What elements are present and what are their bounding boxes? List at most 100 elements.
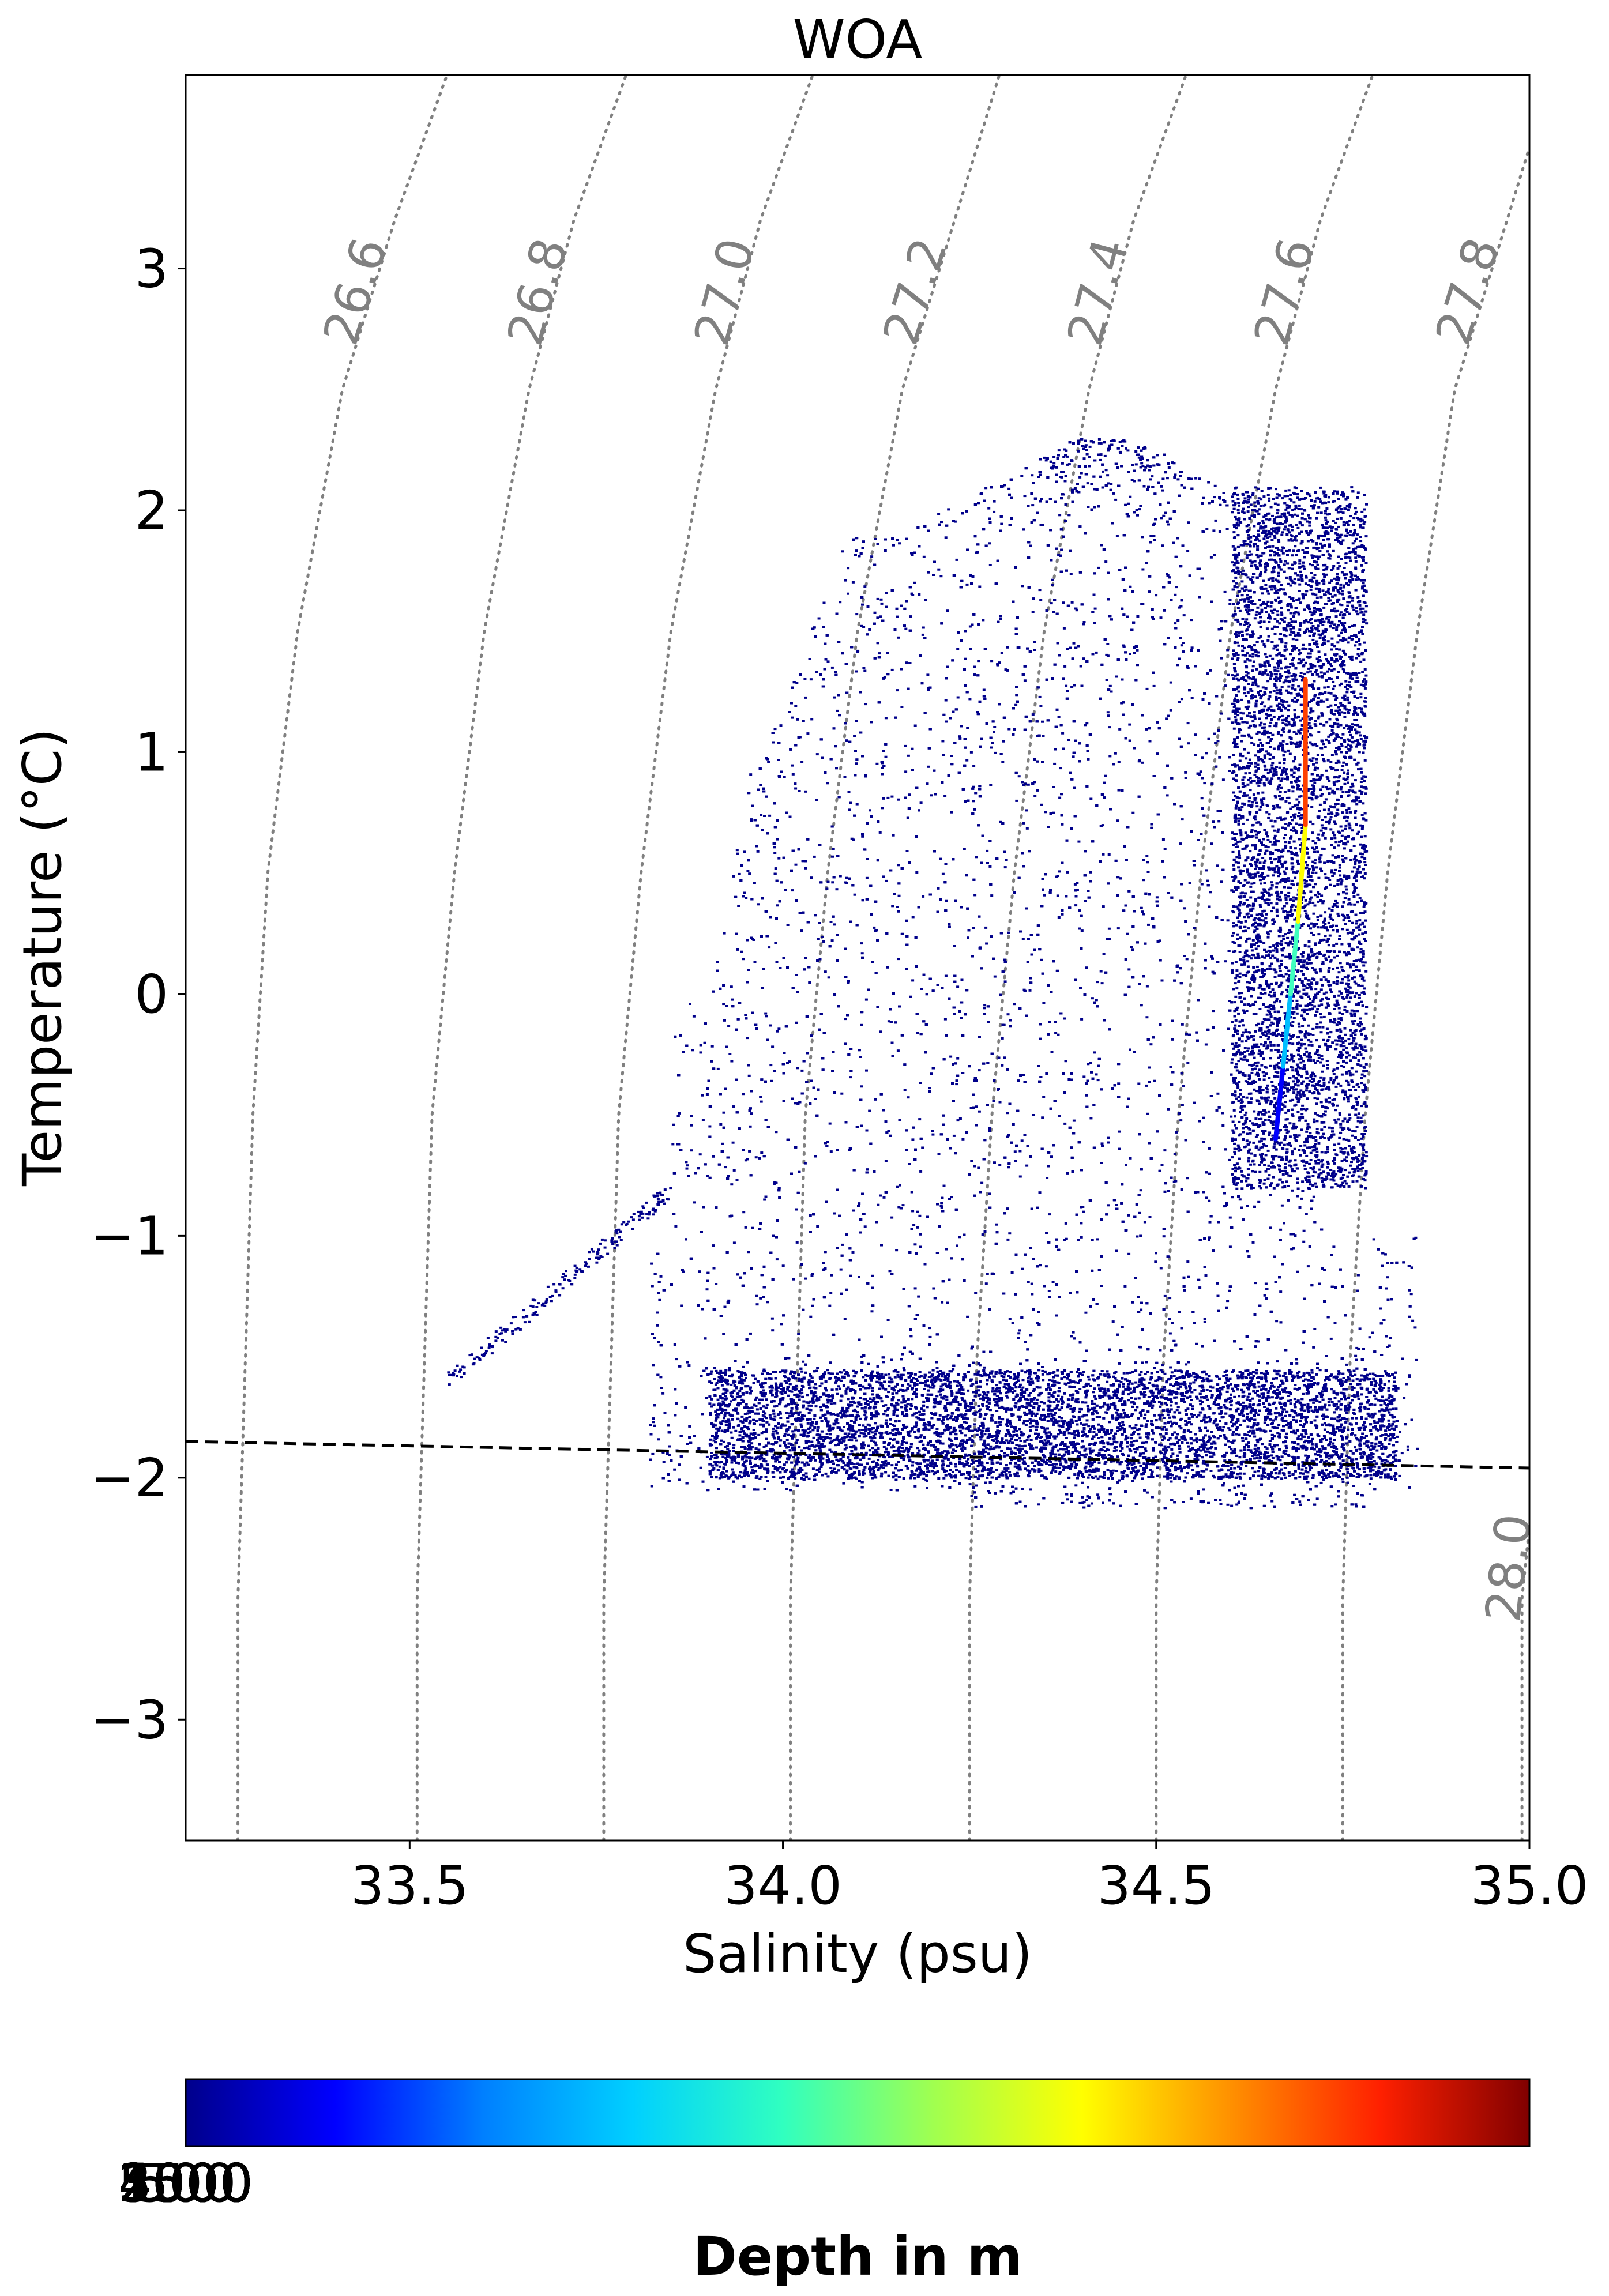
scatter-point [1300,1198,1303,1200]
scatter-point [1214,742,1217,744]
scatter-point [717,1488,720,1490]
scatter-point [1146,1492,1149,1494]
scatter-point [1394,1478,1397,1481]
scatter-point [687,1364,690,1367]
scatter-point [1167,1190,1170,1192]
scatter-point [1131,590,1134,593]
scatter-point [1021,1268,1024,1270]
scatter-point [994,1492,997,1495]
scatter-point [1071,601,1074,604]
scatter-point [825,887,828,890]
scatter-point [847,567,849,569]
scatter-point [693,1015,696,1018]
scatter-point [1166,477,1169,479]
scatter-point [1100,442,1103,445]
scatter-point [1112,1320,1115,1323]
scatter-point [1201,530,1204,533]
scatter-point [924,599,927,601]
scatter-point [794,782,796,785]
scatter-point [875,763,878,765]
scatter-point [874,538,877,540]
scatter-point [1145,1016,1148,1018]
scatter-point [1149,541,1152,544]
scatter-point [687,1175,690,1177]
scatter-point [1058,870,1061,872]
scatter-point [690,1124,693,1127]
scatter-point [1169,1333,1172,1335]
scatter-point [746,1037,749,1039]
scatter-point [824,643,826,645]
scatter-point [1183,907,1186,909]
scatter-point [745,897,747,899]
scatter-point [770,1080,773,1082]
scatter-point [1407,1449,1409,1451]
scatter-point [968,698,971,700]
scatter-point [912,1224,915,1226]
scatter-point [973,808,976,811]
scatter-point [1042,1002,1045,1004]
scatter-point [907,688,910,690]
scatter-point [1390,1298,1393,1300]
scatter-point [1281,1205,1284,1207]
scatter-point [1118,1362,1121,1365]
scatter-point [733,1241,736,1244]
scatter-point [1066,648,1069,650]
scatter-point [831,856,834,858]
scatter-point [895,1249,898,1251]
scatter-point [1066,1172,1069,1175]
scatter-point [918,1215,921,1217]
scatter-point [736,948,739,951]
scatter-point [928,1087,931,1089]
scatter-point [983,1004,986,1006]
scatter-point [921,1147,924,1149]
scatter-point [1066,690,1069,692]
scatter-point [1041,1116,1044,1119]
scatter-point [1227,1504,1230,1506]
scatter-point [1227,919,1230,921]
scatter-point [1096,981,1099,983]
scatter-point [828,1305,831,1307]
scatter-point [1203,692,1206,695]
scatter-point [1186,1260,1189,1263]
scatter-point [904,745,907,747]
scatter-point [973,666,976,668]
scatter-point [961,979,964,981]
scatter-point [937,984,939,986]
scatter-point [990,894,993,897]
scatter-point [913,582,916,584]
scatter-point [743,850,746,853]
scatter-point [1129,496,1131,498]
scatter-point [1173,803,1176,806]
scatter-point [1358,1468,1361,1470]
scatter-point [1095,1073,1098,1075]
scatter-point [712,1244,715,1247]
scatter-point [1072,1331,1075,1334]
scatter-point [950,755,953,757]
scatter-point [1173,1501,1176,1503]
scatter-point [1149,1043,1152,1045]
scatter-point [1077,450,1080,453]
scatter-point [736,849,739,851]
scatter-point [749,1392,752,1395]
scatter-point [839,601,841,603]
scatter-point [1156,752,1159,755]
scatter-point [831,939,834,942]
scatter-point [1026,827,1029,830]
scatter-point [1292,871,1295,874]
scatter-point [1174,622,1176,624]
scatter-point [1216,1282,1219,1285]
scatter-point [879,831,882,834]
scatter-point [1330,1338,1333,1340]
scatter-point [930,1072,933,1075]
scatter-point [1171,1322,1174,1324]
scatter-point [911,1138,914,1141]
scatter-point [1231,1168,1234,1170]
scatter-point [723,932,726,935]
scatter-point [1148,1081,1151,1083]
scatter-point [1163,609,1166,612]
scatter-point [1357,1348,1360,1350]
scatter-point [845,739,848,742]
scatter-point [861,952,864,954]
scatter-point [745,1377,747,1379]
scatter-point [1089,1117,1092,1119]
